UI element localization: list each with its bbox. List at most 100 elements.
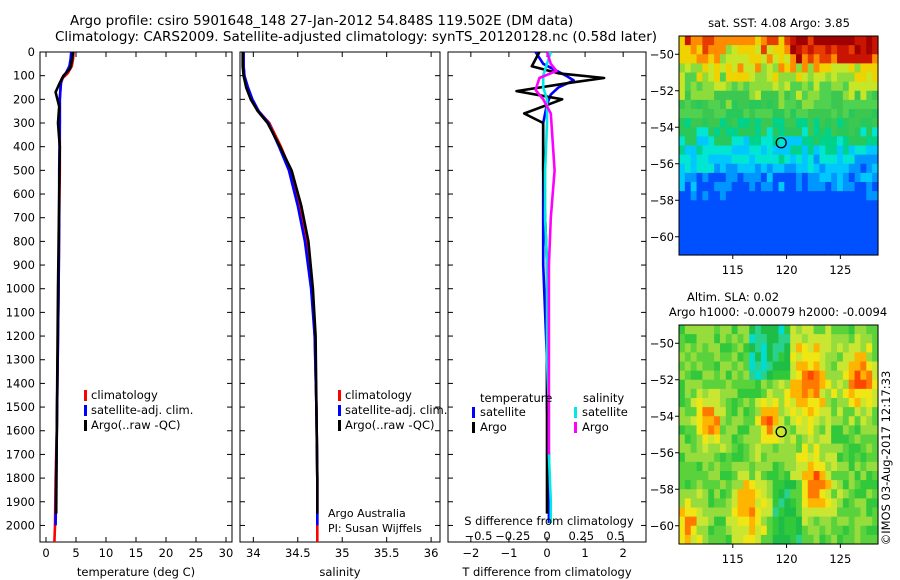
heatmap-cell [731, 227, 739, 238]
heatmap-cell [714, 498, 721, 509]
heatmap-cell [766, 118, 774, 128]
heatmap-cell [866, 370, 873, 381]
heatmap-cell [790, 388, 797, 399]
heatmap-cell [837, 379, 844, 390]
heatmap-cell [702, 227, 709, 238]
heatmap-cell [679, 145, 686, 156]
xtick-label: 35 [335, 546, 350, 560]
heatmap-cell [784, 200, 791, 210]
heatmap-cell [679, 489, 686, 499]
heatmap-cell [690, 507, 698, 518]
heatmap-cell [755, 480, 762, 490]
heatmap-cell [842, 379, 850, 390]
heatmap-cell [679, 534, 686, 545]
heatmap-cell [696, 407, 704, 417]
heatmap-cell [837, 81, 844, 92]
heatmap-cell [690, 36, 698, 46]
heatmap-cell [743, 370, 750, 381]
heatmap-cell [831, 154, 838, 165]
heatmap-cell [790, 54, 797, 64]
heatmap-cell [831, 81, 838, 92]
ytick-label: 100 [13, 69, 35, 83]
heatmap-cell [837, 370, 844, 381]
heatmap-cell [696, 398, 704, 408]
heatmap-cell [743, 498, 750, 509]
heatmap-cell [778, 109, 785, 119]
heatmap-cell [837, 525, 844, 536]
heatmap-cell [784, 136, 791, 147]
series-line-salinity-0 [242, 52, 319, 542]
heatmap-cell [860, 154, 867, 165]
heatmap-cell [766, 145, 774, 156]
heatmap-cell [854, 507, 862, 518]
heatmap-cell [743, 443, 750, 454]
heatmap-cell [872, 388, 879, 399]
heatmap-cell [714, 236, 721, 247]
heatmap-cell [725, 127, 733, 137]
heatmap-cell [696, 136, 704, 147]
heatmap-cell [825, 90, 832, 101]
heatmap-cell [790, 90, 797, 101]
heatmap-cell [690, 191, 698, 201]
heatmap-cell [696, 325, 704, 335]
heatmap-cell [831, 461, 838, 472]
ytick-label: 1600 [6, 424, 35, 438]
heatmap-cell [837, 191, 844, 201]
heatmap-cell [690, 54, 698, 64]
heatmap-cell [714, 461, 721, 472]
heatmap-cell [790, 498, 797, 509]
heatmap-cell [725, 99, 733, 110]
heatmap-cell [702, 516, 709, 527]
heatmap-cell [796, 72, 803, 83]
heatmap-cell [690, 361, 698, 372]
heatmap-cell [860, 461, 867, 472]
series-line-salinity-1 [242, 52, 319, 526]
heatmap-cell [702, 398, 709, 408]
heatmap-cell [772, 209, 780, 220]
heatmap-cell [807, 109, 815, 119]
heatmap-cell [848, 407, 856, 417]
heatmap-cell [737, 145, 744, 156]
heatmap-cell [731, 416, 739, 426]
heatmap-cell [807, 334, 815, 344]
heatmap-cell [872, 172, 879, 183]
heatmap-cell [801, 434, 809, 445]
map-ytick-label: −58 [650, 482, 674, 496]
heatmap-cell [860, 72, 867, 83]
heatmap-cell [778, 172, 785, 183]
heatmap-cell [807, 182, 815, 192]
heatmap-cell [778, 352, 785, 363]
heatmap-cell [813, 245, 821, 256]
heatmap-cell [854, 109, 862, 119]
heatmap-cell [708, 489, 715, 499]
heatmap-cell [848, 525, 856, 536]
heatmap-cell [696, 498, 704, 509]
heatmap-cell [755, 81, 762, 92]
heatmap-cell [725, 498, 733, 509]
heatmap-cell [842, 525, 850, 536]
heatmap-cell [755, 325, 762, 335]
legend-swatch-temperature-2 [84, 420, 87, 431]
heatmap-cell [731, 361, 739, 372]
heatmap-cell [725, 54, 733, 64]
heatmap-cell [684, 45, 692, 55]
heatmap-cell [714, 118, 721, 128]
heatmap-cell [684, 245, 692, 256]
heatmap-cell [790, 191, 797, 201]
heatmap-cell [702, 452, 709, 463]
heatmap-cell [831, 63, 838, 74]
heatmap-cell [860, 361, 867, 372]
heatmap-cell [766, 191, 774, 201]
heatmap-cell [807, 498, 815, 509]
heatmap-cell [784, 118, 791, 128]
heatmap-cell [755, 407, 762, 417]
heatmap-cell [731, 127, 739, 137]
heatmap-cell [790, 416, 797, 426]
heatmap-cell [731, 370, 739, 381]
heatmap-cell [801, 461, 809, 472]
heatmap-cell [825, 191, 832, 201]
heatmap-cell [854, 127, 862, 137]
heatmap-cell [807, 200, 815, 210]
plot-frame-salinity [239, 51, 441, 543]
legend-swatch-temp-1 [472, 422, 475, 433]
